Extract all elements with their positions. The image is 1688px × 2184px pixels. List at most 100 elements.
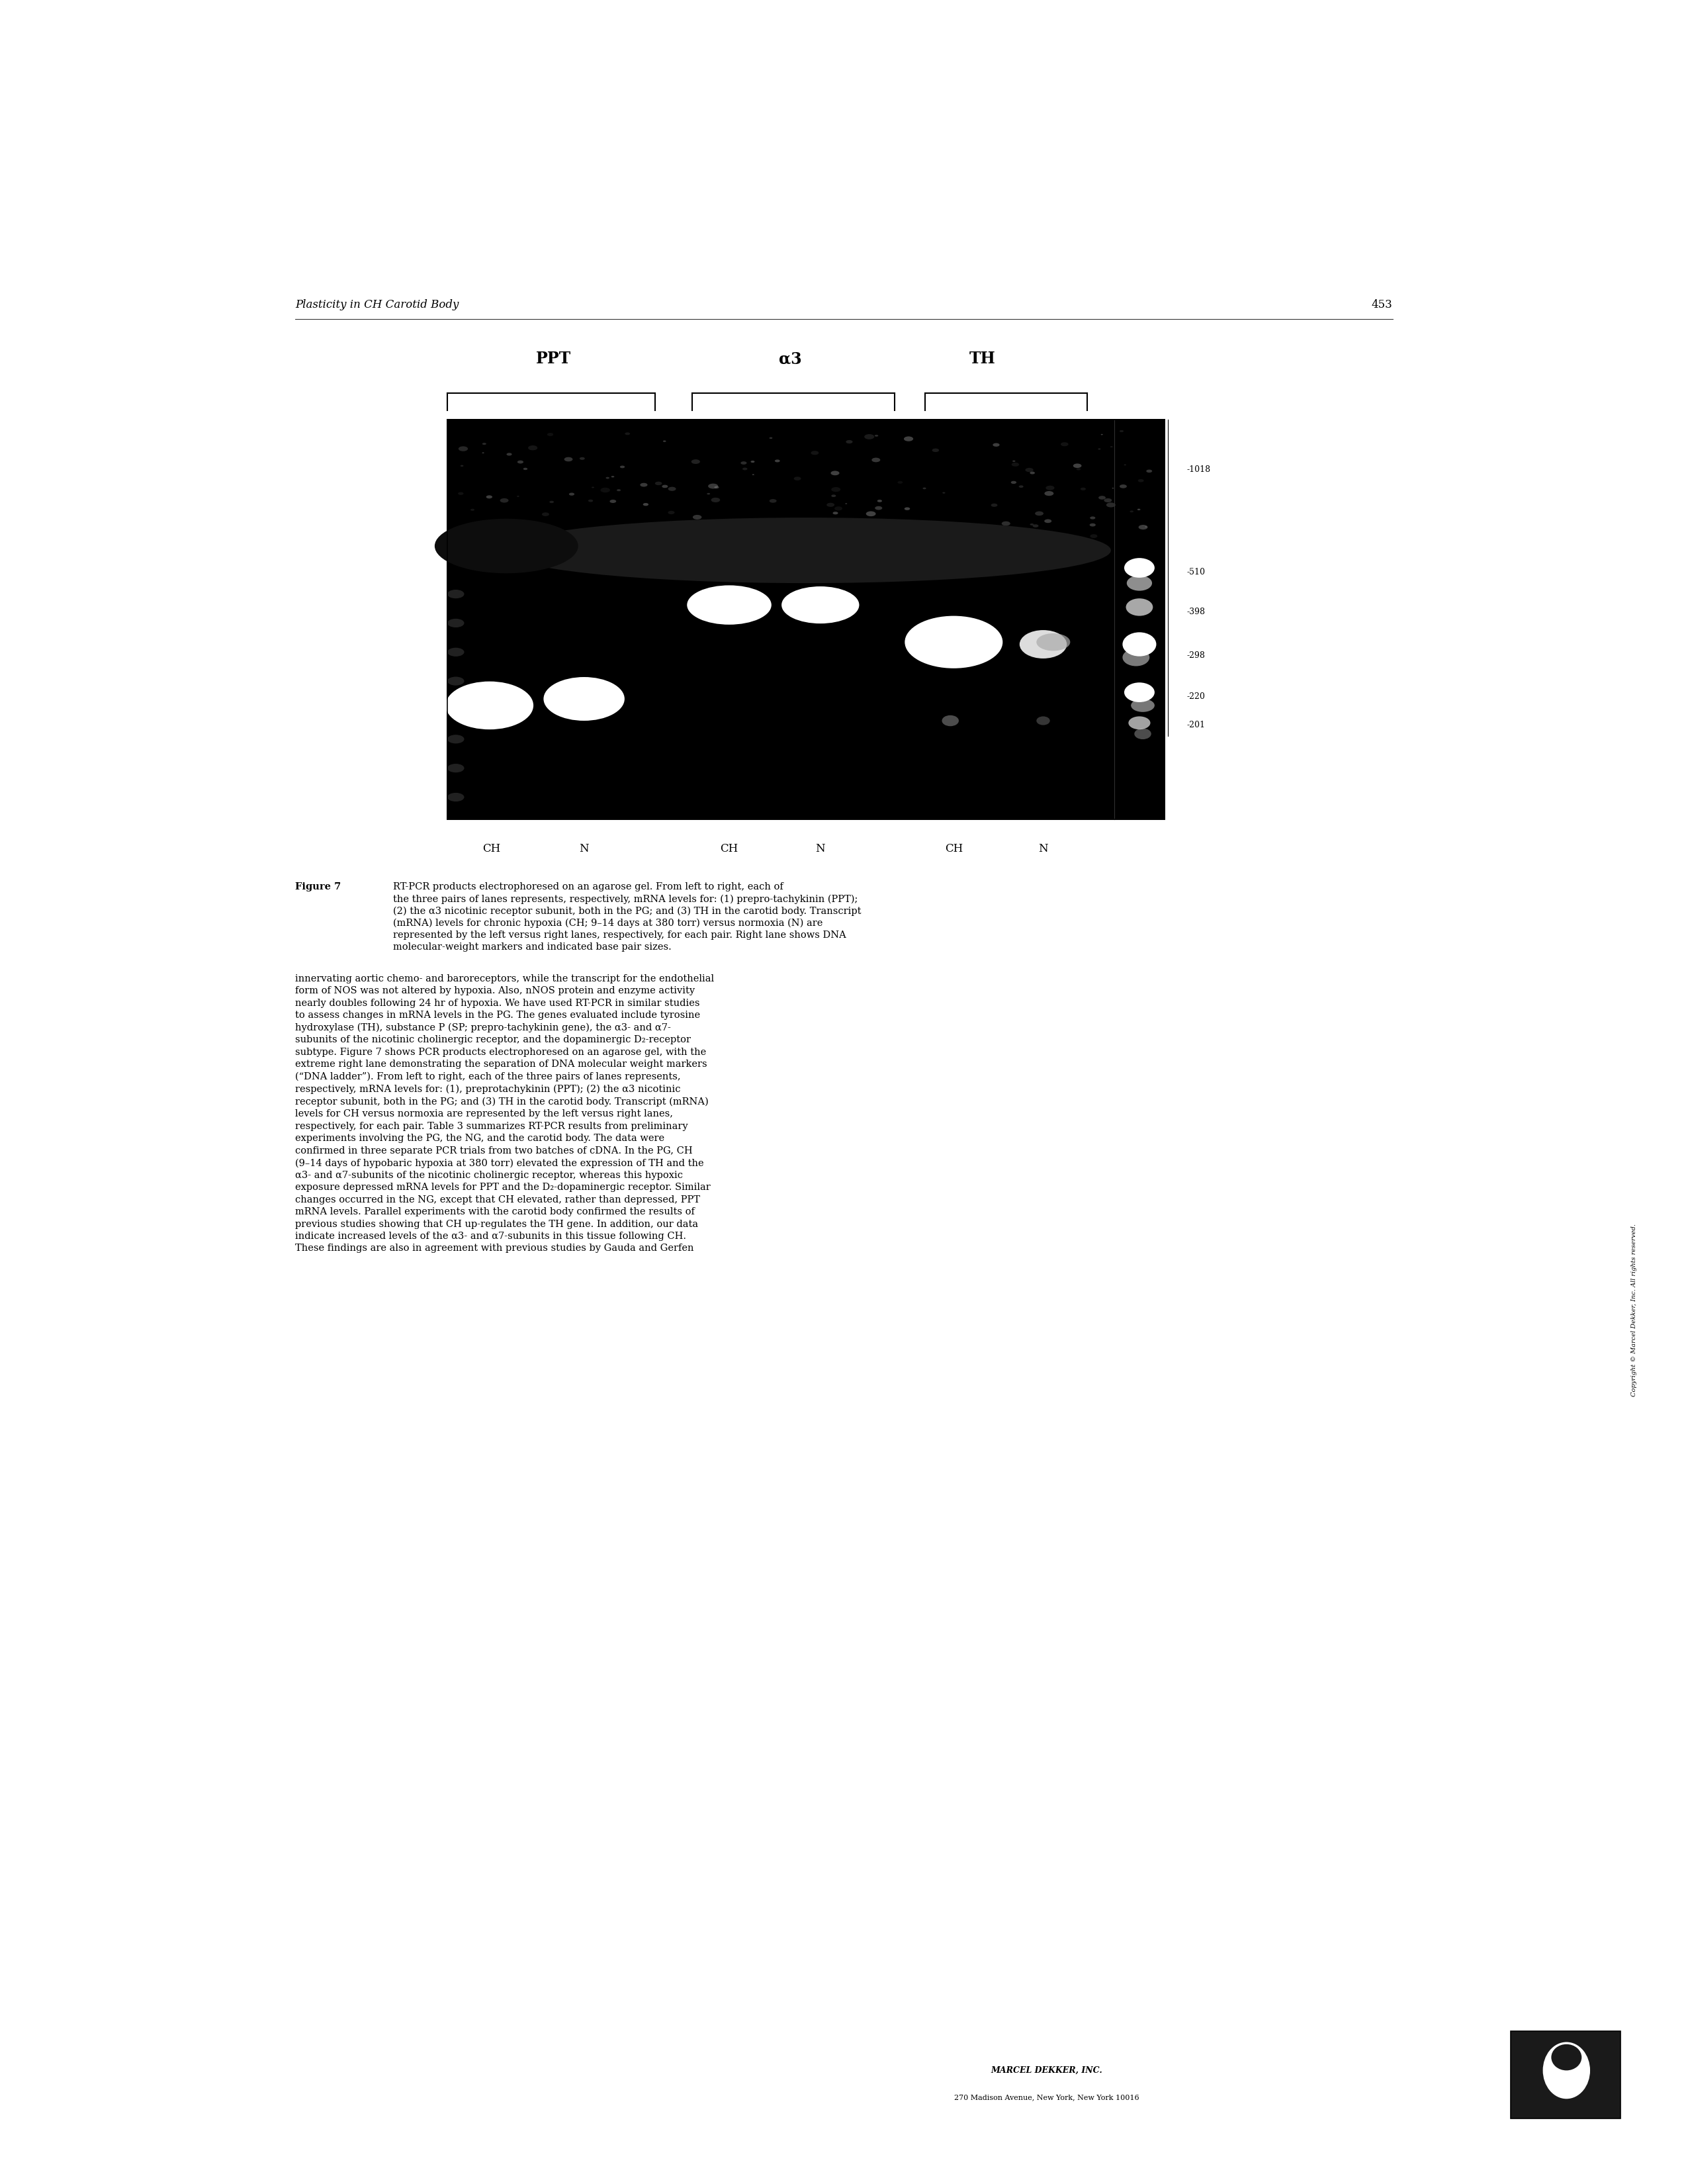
Ellipse shape bbox=[878, 500, 883, 502]
Ellipse shape bbox=[645, 537, 652, 539]
Text: innervating aortic chemo- and baroreceptors, while the transcript for the endoth: innervating aortic chemo- and barorecept… bbox=[295, 974, 714, 1254]
Ellipse shape bbox=[942, 716, 959, 725]
Ellipse shape bbox=[547, 432, 554, 437]
Text: CH: CH bbox=[945, 843, 962, 854]
Ellipse shape bbox=[743, 467, 748, 470]
Ellipse shape bbox=[501, 518, 1111, 583]
Ellipse shape bbox=[1036, 633, 1070, 651]
Text: -220: -220 bbox=[1187, 692, 1205, 701]
Text: Plasticity in CH Carotid Body: Plasticity in CH Carotid Body bbox=[295, 299, 459, 310]
Ellipse shape bbox=[707, 483, 717, 489]
Ellipse shape bbox=[506, 452, 511, 456]
Ellipse shape bbox=[714, 487, 719, 489]
Ellipse shape bbox=[486, 496, 493, 498]
Ellipse shape bbox=[846, 439, 852, 443]
Ellipse shape bbox=[1131, 699, 1155, 712]
Ellipse shape bbox=[1020, 485, 1023, 487]
Ellipse shape bbox=[775, 459, 780, 463]
Ellipse shape bbox=[1099, 496, 1106, 500]
Bar bbox=[447, 419, 1165, 819]
Ellipse shape bbox=[1033, 524, 1038, 526]
Text: TH: TH bbox=[969, 352, 996, 367]
Ellipse shape bbox=[447, 677, 464, 686]
Ellipse shape bbox=[827, 502, 834, 507]
Ellipse shape bbox=[549, 500, 554, 502]
Ellipse shape bbox=[711, 498, 721, 502]
Ellipse shape bbox=[993, 443, 999, 446]
Ellipse shape bbox=[434, 520, 577, 572]
Ellipse shape bbox=[874, 507, 883, 509]
Ellipse shape bbox=[991, 505, 998, 507]
Ellipse shape bbox=[1146, 470, 1153, 472]
Ellipse shape bbox=[770, 498, 776, 502]
Ellipse shape bbox=[1090, 515, 1096, 520]
Ellipse shape bbox=[832, 511, 839, 515]
Ellipse shape bbox=[1119, 485, 1128, 489]
Text: CH: CH bbox=[483, 843, 500, 854]
Ellipse shape bbox=[1035, 511, 1043, 515]
Ellipse shape bbox=[932, 448, 939, 452]
Ellipse shape bbox=[447, 618, 464, 627]
Ellipse shape bbox=[1036, 716, 1050, 725]
Ellipse shape bbox=[1030, 472, 1035, 474]
Ellipse shape bbox=[834, 507, 842, 511]
Text: -298: -298 bbox=[1187, 651, 1205, 660]
Ellipse shape bbox=[447, 793, 464, 802]
Bar bbox=[1511, 2031, 1620, 2118]
Ellipse shape bbox=[1543, 2042, 1590, 2099]
Ellipse shape bbox=[782, 585, 859, 625]
Ellipse shape bbox=[619, 465, 625, 467]
Bar bbox=[447, 419, 1165, 819]
Text: MARCEL DEKKER, INC.: MARCEL DEKKER, INC. bbox=[991, 2066, 1102, 2075]
Ellipse shape bbox=[1128, 574, 1151, 592]
Ellipse shape bbox=[542, 513, 549, 515]
Ellipse shape bbox=[1011, 480, 1016, 485]
Ellipse shape bbox=[457, 491, 464, 496]
Ellipse shape bbox=[447, 705, 464, 714]
Text: N: N bbox=[815, 843, 825, 854]
Ellipse shape bbox=[903, 437, 913, 441]
Ellipse shape bbox=[864, 435, 874, 439]
Ellipse shape bbox=[655, 483, 662, 485]
Ellipse shape bbox=[447, 734, 464, 743]
Ellipse shape bbox=[692, 515, 702, 520]
Text: -398: -398 bbox=[1187, 607, 1205, 616]
Ellipse shape bbox=[1134, 727, 1151, 738]
Text: -1018: -1018 bbox=[1187, 465, 1210, 474]
Ellipse shape bbox=[830, 472, 839, 476]
Text: RT-PCR products electrophoresed on an agarose gel. From left to right, each of
t: RT-PCR products electrophoresed on an ag… bbox=[393, 882, 861, 952]
Ellipse shape bbox=[640, 483, 648, 487]
Ellipse shape bbox=[459, 446, 468, 452]
Text: α3: α3 bbox=[778, 352, 802, 367]
Ellipse shape bbox=[830, 487, 841, 491]
Ellipse shape bbox=[1025, 467, 1033, 472]
Ellipse shape bbox=[447, 590, 464, 598]
Ellipse shape bbox=[1074, 463, 1082, 467]
Ellipse shape bbox=[898, 480, 903, 483]
Ellipse shape bbox=[447, 649, 464, 657]
Ellipse shape bbox=[1045, 491, 1053, 496]
Ellipse shape bbox=[1551, 2044, 1582, 2070]
Ellipse shape bbox=[523, 467, 528, 470]
Ellipse shape bbox=[488, 533, 498, 537]
Ellipse shape bbox=[1129, 716, 1151, 729]
Ellipse shape bbox=[587, 500, 592, 502]
Ellipse shape bbox=[500, 498, 508, 502]
Ellipse shape bbox=[1138, 478, 1144, 483]
Ellipse shape bbox=[446, 681, 533, 729]
Ellipse shape bbox=[1124, 681, 1155, 701]
Ellipse shape bbox=[1060, 441, 1069, 446]
Ellipse shape bbox=[687, 585, 771, 625]
Ellipse shape bbox=[1090, 535, 1097, 537]
Ellipse shape bbox=[447, 764, 464, 773]
Ellipse shape bbox=[544, 677, 625, 721]
Ellipse shape bbox=[1104, 498, 1112, 502]
Ellipse shape bbox=[1045, 520, 1052, 522]
Ellipse shape bbox=[1138, 524, 1148, 529]
Ellipse shape bbox=[662, 485, 668, 487]
Ellipse shape bbox=[1077, 467, 1080, 470]
Ellipse shape bbox=[830, 494, 836, 498]
Ellipse shape bbox=[741, 461, 746, 465]
Ellipse shape bbox=[1089, 524, 1096, 526]
Ellipse shape bbox=[564, 456, 572, 461]
